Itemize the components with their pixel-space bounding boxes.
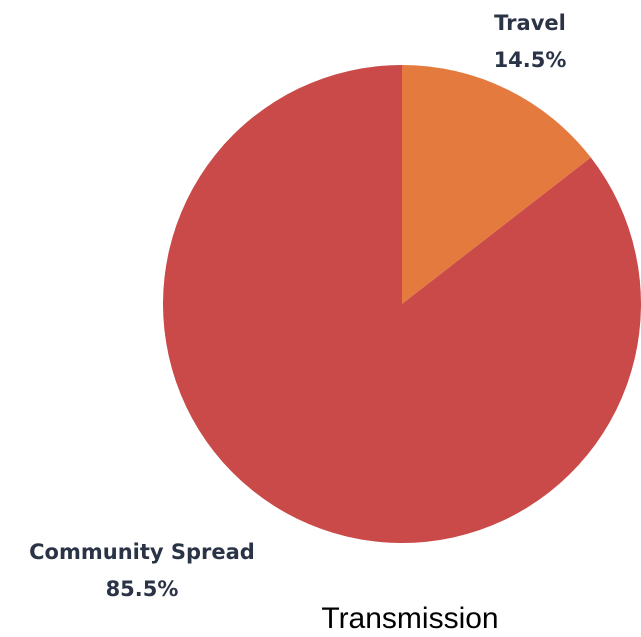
slice-value-community-spread: 85.5% [106,577,179,601]
slice-label-community-spread: Community Spread [29,540,255,564]
chart-title: Transmission [321,602,498,635]
pie-slices [163,65,641,543]
slice-value-travel: 14.5% [494,48,567,72]
slice-label-travel: Travel [494,11,566,35]
